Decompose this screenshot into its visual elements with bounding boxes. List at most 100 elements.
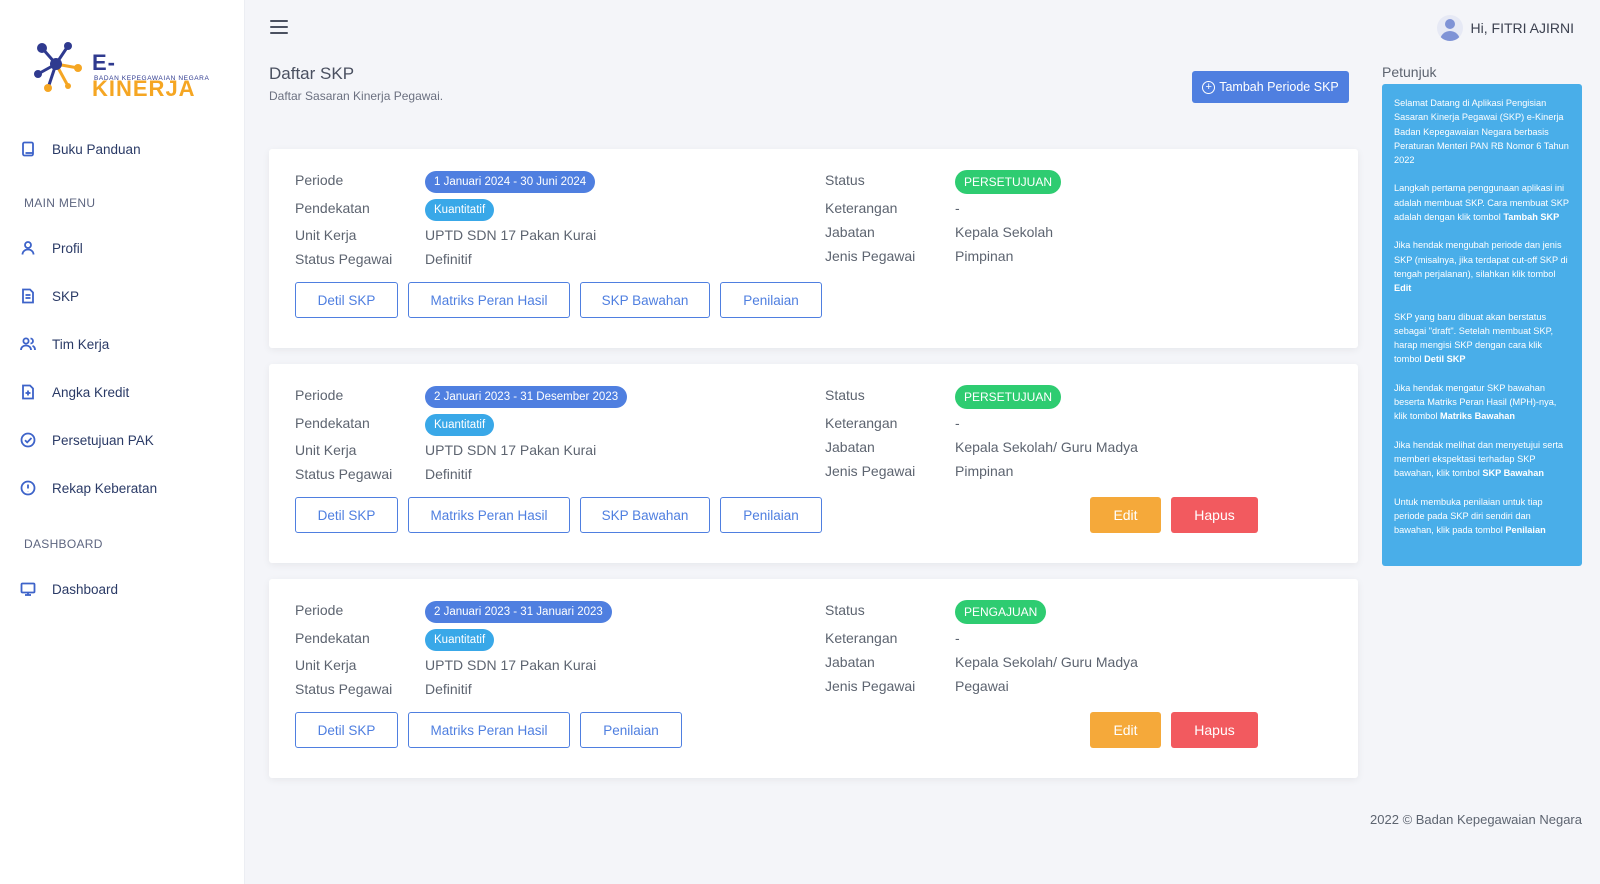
petunjuk-text: Jika hendak melihat dan menyetujui serta… [1394, 439, 1564, 479]
jabatan-value: Kepala Sekolah [955, 224, 1054, 240]
add-period-button[interactable]: + Tambah Periode SKP [1192, 71, 1349, 103]
penilaian-button[interactable]: Penilaian [720, 282, 822, 318]
monitor-icon [20, 582, 36, 596]
sidebar-item-label: Buku Panduan [52, 141, 141, 157]
matriks-peran-hasil-button[interactable]: Matriks Peran Hasil [408, 497, 570, 533]
skp-card: Periode 2 Januari 2023 - 31 Januari 2023… [269, 579, 1358, 778]
matriks-peran-hasil-button[interactable]: Matriks Peran Hasil [408, 712, 570, 748]
jenis-pegawai-label: Jenis Pegawai [825, 463, 916, 479]
petunjuk-text: SKP yang baru dibuat akan berstatus seba… [1394, 311, 1554, 365]
sidebar-item-skp[interactable]: SKP [20, 288, 79, 304]
penilaian-button[interactable]: Penilaian [720, 497, 822, 533]
user-menu[interactable]: Hi, FITRI AJIRNI [1436, 15, 1574, 41]
jabatan-value: Kepala Sekolah/ Guru Madya [955, 439, 1138, 455]
edit-button[interactable]: Edit [1090, 497, 1161, 533]
keterangan-value: - [955, 630, 960, 646]
pendekatan-label: Pendekatan [295, 200, 370, 216]
delete-button[interactable]: Hapus [1171, 712, 1258, 748]
menu-toggle-icon[interactable] [270, 20, 288, 36]
status-badge: PERSETUJUAN [955, 170, 1062, 194]
check-circle-icon [20, 432, 36, 448]
periode-badge: 2 Januari 2023 - 31 Januari 2023 [425, 601, 612, 623]
jabatan-label: Jabatan [825, 224, 875, 240]
sidebar-item-buku-panduan[interactable]: Buku Panduan [20, 141, 141, 157]
status-pegawai-label: Status Pegawai [295, 251, 393, 267]
sidebar-item-rekap-keberatan[interactable]: Rekap Keberatan [20, 480, 157, 496]
keterangan-value: - [955, 415, 960, 431]
unit-kerja-label: Unit Kerja [295, 227, 357, 243]
petunjuk-title: Petunjuk [1382, 64, 1437, 80]
jenis-pegawai-value: Pegawai [955, 678, 1009, 694]
detil-skp-button[interactable]: Detil SKP [295, 712, 398, 748]
keterangan-label: Keterangan [825, 200, 898, 216]
add-period-label: Tambah Periode SKP [1219, 80, 1339, 94]
sidebar: E-KINERJA BADAN KEPEGAWAIAN NEGARA Buku … [0, 0, 245, 884]
sidebar-item-label: Tim Kerja [52, 336, 110, 352]
sidebar-item-dashboard[interactable]: Dashboard [20, 581, 118, 597]
status-badge: PENGAJUAN [955, 600, 1047, 624]
skp-bawahan-button[interactable]: SKP Bawahan [580, 497, 710, 533]
keterangan-value: - [955, 200, 960, 216]
jenis-pegawai-value: Pimpinan [955, 463, 1014, 479]
page-title: Daftar SKP [269, 64, 355, 83]
sidebar-item-tim-kerja[interactable]: Tim Kerja [20, 336, 109, 352]
matriks-peran-hasil-button[interactable]: Matriks Peran Hasil [408, 282, 570, 318]
unit-kerja-value: UPTD SDN 17 Pakan Kurai [425, 442, 597, 458]
status-label: Status [825, 602, 865, 618]
alert-circle-icon [20, 480, 36, 496]
unit-kerja-value: UPTD SDN 17 Pakan Kurai [425, 227, 597, 243]
petunjuk-text: Langkah pertama penggunaan aplikasi ini … [1394, 183, 1569, 223]
file-plus-icon [22, 384, 34, 400]
user-greeting: Hi, FITRI AJIRNI [1470, 20, 1574, 36]
periode-label: Periode [295, 387, 344, 403]
pendekatan-badge: Kuantitatif [425, 629, 495, 651]
jabatan-label: Jabatan [825, 439, 875, 455]
status-pegawai-value: Definitif [425, 466, 472, 482]
jabatan-value: Kepala Sekolah/ Guru Madya [955, 654, 1138, 670]
status-pegawai-label: Status Pegawai [295, 681, 393, 697]
petunjuk-panel: Selamat Datang di Aplikasi Pengisian Sas… [1382, 84, 1582, 566]
skp-card: Periode 2 Januari 2023 - 31 Desember 202… [269, 364, 1358, 563]
sidebar-item-label: Angka Kredit [52, 384, 130, 400]
pendekatan-label: Pendekatan [295, 415, 370, 431]
logo-text: E-KINERJA [92, 50, 196, 101]
logo-subtitle: BADAN KEPEGAWAIAN NEGARA [94, 75, 210, 82]
detil-skp-button[interactable]: Detil SKP [295, 497, 398, 533]
delete-button[interactable]: Hapus [1171, 497, 1258, 533]
dashboard-heading: DASHBOARD [24, 537, 103, 551]
unit-kerja-label: Unit Kerja [295, 657, 357, 673]
users-icon [20, 337, 36, 351]
petunjuk-text: Jika hendak mengubah periode dan jenis S… [1394, 240, 1568, 294]
sidebar-item-label: Dashboard [52, 581, 119, 597]
unit-kerja-value: UPTD SDN 17 Pakan Kurai [425, 657, 597, 673]
pendekatan-badge: Kuantitatif [425, 414, 495, 436]
edit-button[interactable]: Edit [1090, 712, 1161, 748]
jenis-pegawai-label: Jenis Pegawai [825, 248, 916, 264]
skp-bawahan-button[interactable]: SKP Bawahan [580, 282, 710, 318]
footer-copyright: 2022 © Badan Kepegawaian Negara [1370, 812, 1582, 827]
sidebar-item-label: Rekap Keberatan [52, 480, 158, 496]
status-badge: PERSETUJUAN [955, 385, 1062, 409]
avatar [1436, 15, 1463, 41]
sidebar-item-profil[interactable]: Profil [20, 240, 83, 256]
periode-badge: 2 Januari 2023 - 31 Desember 2023 [425, 386, 628, 408]
status-pegawai-value: Definitif [425, 251, 472, 267]
periode-badge: 1 Januari 2024 - 30 Juni 2024 [425, 171, 596, 193]
status-label: Status [825, 172, 865, 188]
status-pegawai-value: Definitif [425, 681, 472, 697]
sidebar-item-label: Persetujuan PAK [52, 432, 154, 448]
penilaian-button[interactable]: Penilaian [580, 712, 682, 748]
petunjuk-text: Jika hendak mengatur SKP bawahan beserta… [1394, 382, 1557, 422]
sidebar-item-angka-kredit[interactable]: Angka Kredit [20, 384, 129, 400]
petunjuk-text: Untuk membuka penilaian untuk tiap perio… [1394, 496, 1546, 536]
app-logo[interactable]: E-KINERJA BADAN KEPEGAWAIAN NEGARA [28, 34, 218, 101]
detil-skp-button[interactable]: Detil SKP [295, 282, 398, 318]
jenis-pegawai-value: Pimpinan [955, 248, 1014, 264]
sidebar-item-label: SKP [52, 288, 80, 304]
status-pegawai-label: Status Pegawai [295, 466, 393, 482]
sidebar-item-persetujuan-pak[interactable]: Persetujuan PAK [20, 432, 154, 448]
logo-mark-icon [34, 42, 82, 92]
petunjuk-text: Selamat Datang di Aplikasi Pengisian Sas… [1394, 98, 1569, 166]
plus-circle-icon: + [1202, 80, 1216, 94]
sidebar-item-label: Profil [52, 240, 83, 256]
